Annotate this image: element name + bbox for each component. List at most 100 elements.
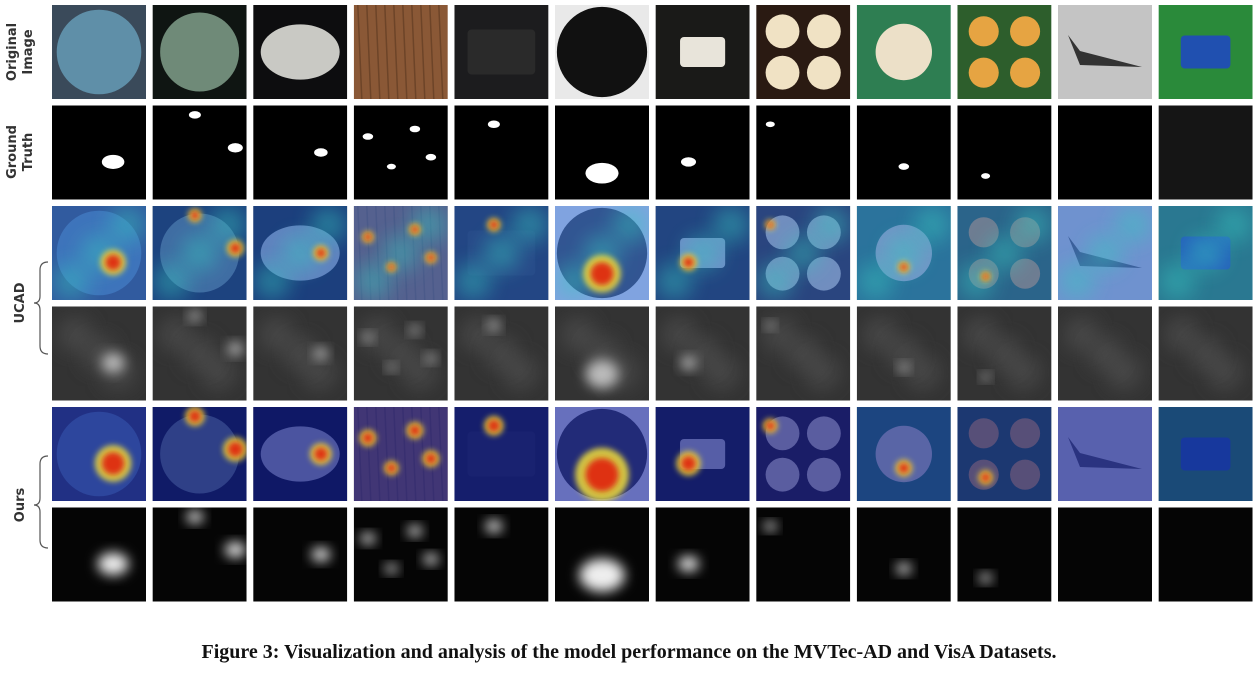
object: [260, 24, 340, 80]
heat-overlay: [1158, 407, 1253, 501]
tile-column: [52, 5, 146, 602]
heat-spot: [767, 221, 774, 228]
mask-blob: [227, 143, 243, 153]
mask-blob: [101, 154, 125, 169]
heat-noise: [857, 263, 894, 300]
tile: [957, 306, 1052, 401]
heat-spot: [105, 254, 121, 271]
tile: [253, 507, 348, 602]
heat-spot: [314, 447, 328, 461]
gray-blob: [979, 573, 992, 583]
gray-noise: [260, 318, 293, 351]
tile: [756, 507, 851, 602]
heat-noise: [757, 263, 793, 300]
mask-blob: [409, 125, 421, 133]
row-label: Original: [5, 23, 20, 81]
gray-blob: [485, 520, 503, 533]
tile-bg: [253, 507, 348, 602]
tile: [655, 206, 750, 300]
heat-noise: [1014, 206, 1051, 243]
tile: [655, 5, 750, 99]
gray-noise: [183, 337, 216, 370]
heat-noise: [181, 235, 218, 271]
tile: [1058, 306, 1152, 401]
gray-blob: [311, 547, 331, 562]
tile: [957, 407, 1052, 501]
tile: [353, 5, 448, 99]
heat-spot: [590, 262, 614, 286]
tile: [655, 306, 750, 401]
wood-grain: [438, 5, 444, 99]
tile: [756, 306, 851, 401]
wood-grain: [384, 5, 390, 99]
heat-spot: [680, 455, 697, 471]
gray-blob: [487, 320, 500, 331]
tile-bg: [454, 105, 549, 200]
object: [1068, 35, 1142, 67]
tile: [454, 206, 549, 300]
tile: [152, 407, 247, 501]
gray-noise: [787, 337, 820, 370]
heat-noise: [254, 263, 290, 300]
tile-column: [353, 5, 448, 602]
tile-bg: [1058, 105, 1152, 200]
row-label: Ground: [5, 125, 20, 179]
tile: [756, 407, 851, 501]
tile: [52, 206, 146, 300]
heat-noise: [555, 263, 592, 300]
tile: [1058, 206, 1152, 300]
tile: [454, 105, 549, 200]
tile: [957, 507, 1052, 602]
heat-noise: [612, 206, 649, 243]
tile: [52, 407, 146, 501]
tile: [555, 5, 649, 99]
tile-bg: [957, 5, 1052, 99]
gray-noise: [988, 337, 1021, 370]
gray-noise: [663, 318, 696, 351]
tile: [353, 105, 448, 200]
gray-blob: [101, 353, 125, 373]
wood-grain: [429, 5, 435, 99]
tile: [52, 105, 146, 200]
gray-blob: [360, 533, 376, 544]
tile: [253, 206, 348, 300]
heat-spot: [982, 273, 989, 280]
tile: [353, 407, 448, 501]
tile: [454, 306, 549, 401]
wood-grain: [357, 5, 363, 99]
heat-noise: [1215, 206, 1252, 243]
tile-column: [555, 5, 649, 602]
brace: [33, 455, 49, 549]
tile-grid: [52, 5, 1253, 602]
mask-blob: [362, 133, 374, 140]
tile: [353, 206, 448, 300]
tile: [253, 105, 348, 200]
mask-blob: [188, 111, 201, 119]
tile-column: [856, 5, 951, 602]
heat-noise: [310, 206, 347, 243]
heat-spot: [230, 243, 241, 254]
gray-noise: [284, 337, 317, 370]
gray-noise: [160, 318, 193, 351]
gray-blob: [407, 525, 423, 537]
gray-noise: [586, 337, 618, 370]
tile-column: [152, 5, 247, 602]
object: [968, 57, 999, 88]
object: [56, 9, 142, 95]
tile-bg: [1158, 105, 1253, 200]
tile: [454, 407, 549, 501]
heat-spot: [190, 211, 200, 220]
tile-bg: [253, 105, 348, 200]
tile: [253, 306, 348, 401]
mask-blob: [386, 163, 396, 170]
heat-noise: [785, 235, 822, 271]
heat-noise: [411, 206, 447, 243]
tile-bg: [52, 105, 146, 200]
tile-bg: [152, 105, 247, 200]
wood-grain: [420, 5, 426, 99]
heat-spot: [489, 220, 499, 230]
gray-blob: [362, 332, 374, 343]
object: [556, 6, 648, 98]
heat-noise: [511, 206, 548, 243]
